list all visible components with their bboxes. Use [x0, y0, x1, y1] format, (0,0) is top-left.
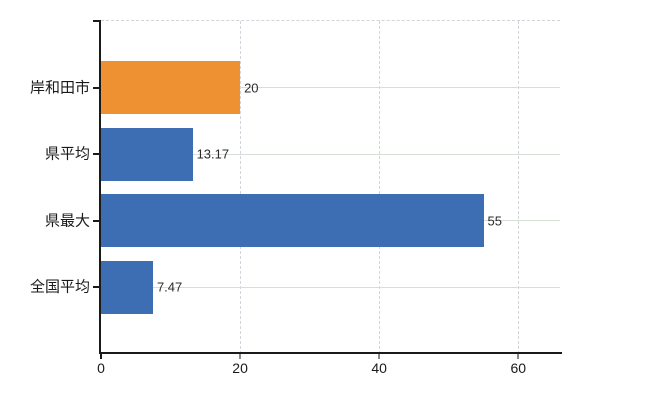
x-axis-line	[99, 352, 562, 354]
y-tick	[93, 153, 101, 156]
bar-value-label: 13.17	[196, 146, 230, 162]
x-tick-label: 40	[371, 360, 387, 376]
plot-top-border	[101, 20, 560, 21]
y-axis-line	[99, 21, 101, 353]
y-axis-top-tick	[93, 20, 101, 22]
y-tick	[93, 286, 101, 289]
x-tick-label: 20	[232, 360, 248, 376]
x-tick	[378, 354, 381, 359]
bar	[101, 260, 153, 314]
x-tick	[239, 354, 242, 359]
bar-value-label: 55	[487, 213, 502, 229]
gridline-horizontal	[101, 87, 560, 89]
category-label: 全国平均	[29, 278, 90, 296]
gridline-vertical	[378, 21, 380, 354]
x-tick-label: 0	[97, 360, 105, 376]
plot-area: 20 13.17 55 7.47	[101, 21, 560, 354]
category-label: 県平均	[44, 145, 90, 163]
x-tick	[100, 354, 102, 359]
gridline-horizontal	[101, 286, 560, 288]
gridline-vertical	[239, 21, 241, 354]
bar	[101, 127, 193, 181]
bar	[101, 194, 484, 248]
bar-value-label: 20	[244, 80, 259, 96]
gridline-vertical	[517, 21, 519, 354]
category-label: 県最大	[44, 212, 90, 230]
bar	[101, 61, 241, 115]
bar-value-label: 7.47	[156, 279, 183, 295]
y-tick	[93, 219, 101, 222]
x-tick-label: 60	[510, 360, 527, 376]
y-tick	[93, 86, 101, 89]
category-label: 岸和田市	[29, 79, 90, 97]
gridline-horizontal	[101, 153, 560, 155]
x-tick	[517, 354, 520, 359]
